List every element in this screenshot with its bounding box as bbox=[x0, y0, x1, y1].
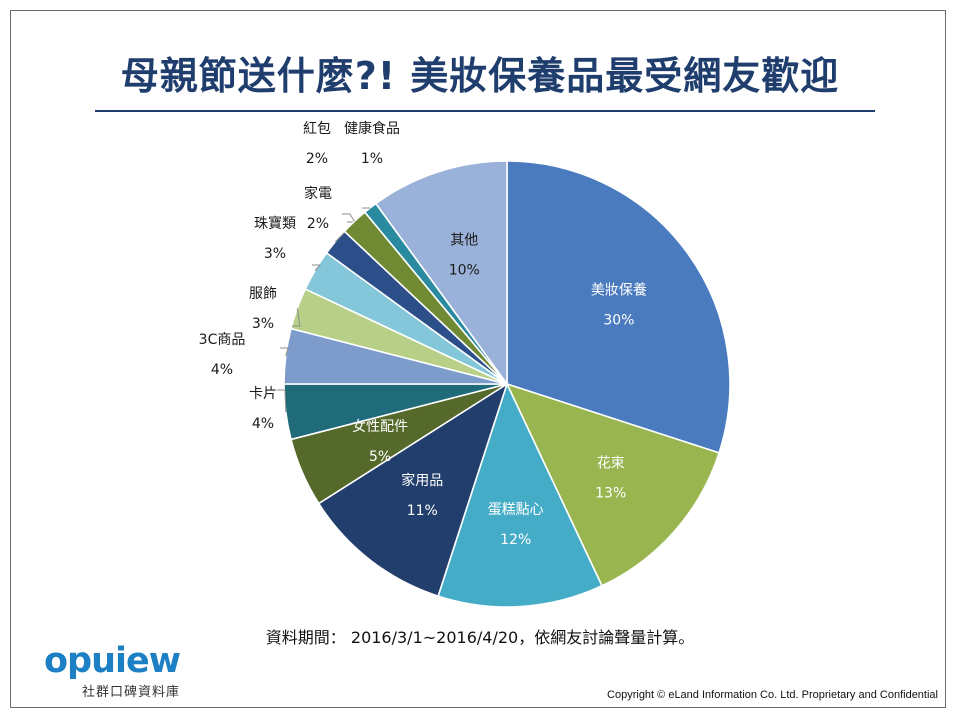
pie-labels: 美妝保養 30% 花束 13% 蛋糕點心 12% 家用品 11% 女性配件 5% 卡片 4% 3C商品 4… bbox=[199, 120, 647, 548]
slice-value-label: 3% bbox=[252, 316, 274, 332]
pie-slice bbox=[374, 160, 508, 387]
slice-value-label: 12% bbox=[500, 532, 531, 548]
chart-title: 母親節送什麼?! 美妝保養品最受網友歡迎 bbox=[120, 54, 840, 98]
opview-logo: opuiew 社群口碑資料庫 bbox=[44, 641, 214, 701]
slice-label: 珠寶類 bbox=[254, 216, 296, 232]
slice-value-label: 13% bbox=[595, 485, 626, 501]
pie-slice bbox=[437, 381, 604, 608]
slice-label: 其他 bbox=[450, 233, 478, 249]
slice-label: 紅包 bbox=[303, 121, 331, 137]
copyright-notice: Copyright © eLand Information Co. Ltd. P… bbox=[607, 689, 938, 701]
slice-label: 3C商品 bbox=[199, 332, 246, 348]
slice-value-label: 2% bbox=[307, 216, 329, 232]
leader-line bbox=[277, 389, 287, 412]
slice-label: 花束 bbox=[597, 455, 625, 471]
slice-label: 女性配件 bbox=[352, 418, 408, 435]
slice-label: 美妝保養 bbox=[591, 282, 647, 299]
leader-line bbox=[342, 213, 355, 222]
pie-slice bbox=[506, 160, 731, 454]
slice-value-label: 3% bbox=[264, 246, 286, 262]
pie-slice bbox=[317, 382, 509, 598]
slice-value-label: 10% bbox=[449, 263, 480, 279]
slice-value-label: 5% bbox=[369, 449, 391, 465]
leader-line bbox=[312, 264, 322, 271]
leader-line bbox=[292, 308, 301, 327]
pie-slice bbox=[505, 382, 721, 587]
slice-value-label: 11% bbox=[407, 503, 438, 519]
source-note: 資料期間： 2016/3/1~2016/4/20，依網友討論聲量計算。 bbox=[265, 628, 695, 647]
slide-frame bbox=[10, 10, 946, 708]
logo-wordmark: opuiew bbox=[44, 641, 181, 681]
slice-value-label: 4% bbox=[211, 362, 233, 378]
slice-label: 家用品 bbox=[401, 472, 443, 489]
slice-value-label: 4% bbox=[252, 416, 274, 432]
slice-value-label: 2% bbox=[306, 151, 328, 167]
slice-label: 健康食品 bbox=[344, 120, 400, 137]
slice-label: 卡片 bbox=[249, 386, 277, 402]
slice-value-label: 30% bbox=[603, 313, 634, 329]
slice-label: 服飾 bbox=[249, 286, 277, 302]
leader-line bbox=[280, 347, 289, 357]
slice-label: 家電 bbox=[304, 185, 332, 202]
slice-value-label: 1% bbox=[361, 151, 383, 167]
slice-label: 蛋糕點心 bbox=[488, 502, 544, 518]
title-divider bbox=[95, 110, 875, 112]
logo-subtitle: 社群口碑資料庫 bbox=[82, 685, 181, 700]
